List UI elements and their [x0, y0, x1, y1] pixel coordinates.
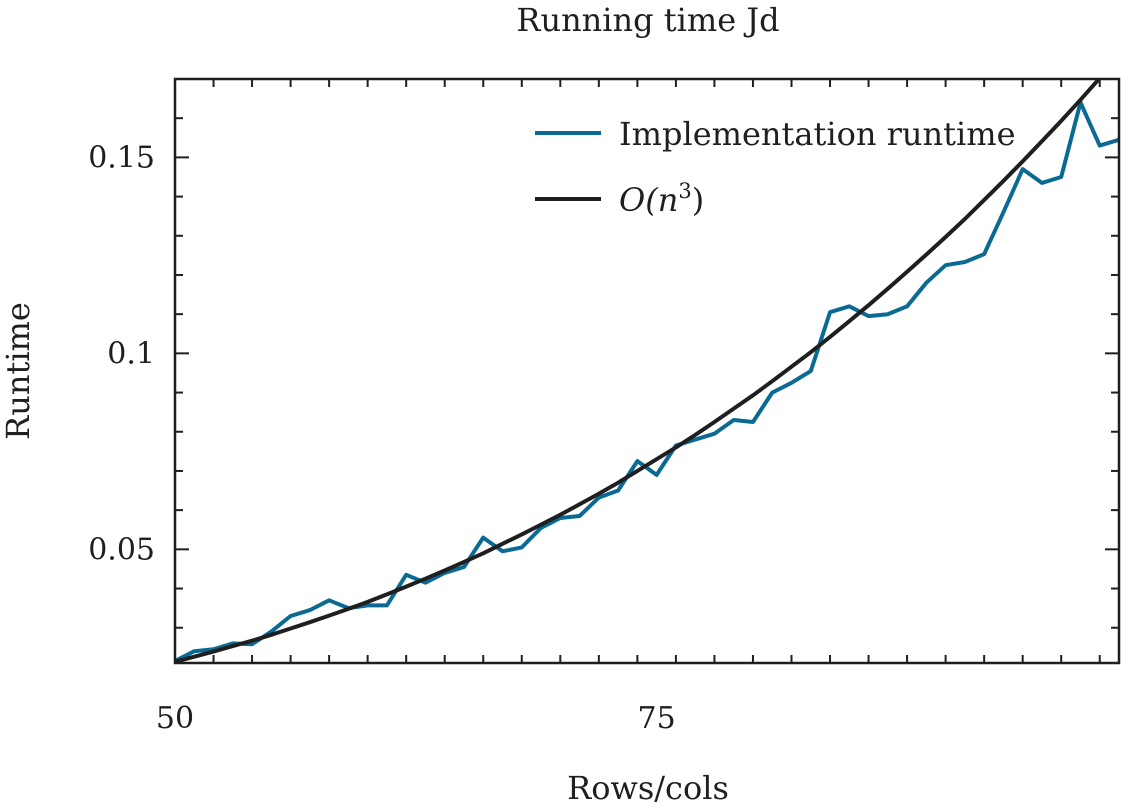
y-tick-label: 0.05: [88, 532, 155, 567]
plot-frame: [173, 77, 1121, 665]
x-tick-label: 75: [638, 701, 676, 736]
series-line-1: [175, 79, 1102, 663]
legend-label-implementation: Implementation runtime: [619, 115, 1016, 153]
x-axis: 50 75: [156, 79, 1101, 736]
legend-label-o-n3-close: ): [692, 181, 704, 219]
x-axis-label: Rows/cols: [567, 769, 729, 807]
legend-label-o-n3-main: O(n: [619, 181, 678, 219]
series-line-0: [175, 100, 1119, 663]
y-tick-label: 0.15: [88, 140, 155, 175]
y-axis: 0.05 0.1 0.15: [88, 78, 1119, 629]
chart-title: Running time Jd: [516, 1, 779, 39]
y-axis-label: Runtime: [0, 302, 37, 440]
x-tick-label: 50: [156, 701, 194, 736]
plot-area: [175, 79, 1119, 663]
legend-label-o-n3: O(n3): [619, 179, 704, 219]
y-tick-label: 0.1: [107, 336, 155, 371]
legend: Implementation runtime O(n3): [535, 115, 1016, 219]
legend-label-o-n3-sup: 3: [678, 179, 691, 203]
